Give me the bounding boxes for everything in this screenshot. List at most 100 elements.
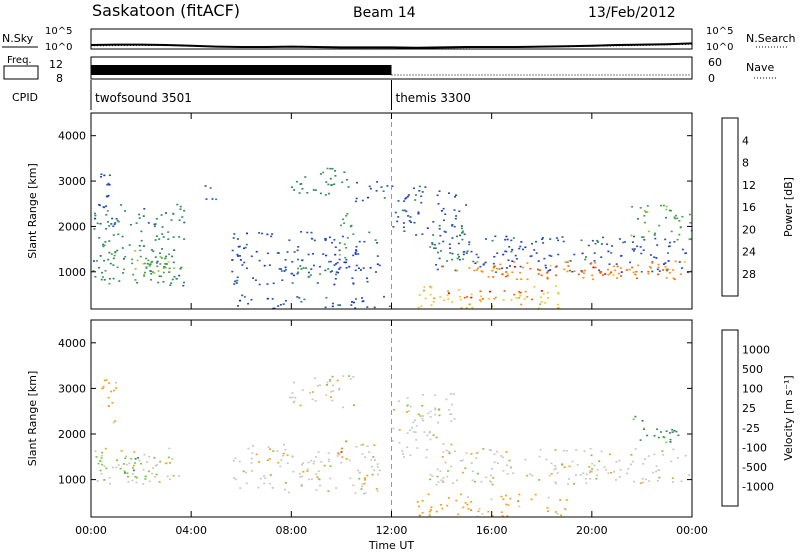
velocity-panel-cell	[439, 470, 442, 473]
power-panel-cell	[491, 239, 494, 242]
power-panel-cell	[636, 245, 639, 248]
velocity-panel-cell	[661, 450, 664, 452]
power-panel-cell	[266, 297, 269, 300]
power-panel-ytick-label-0: 1000	[58, 266, 86, 279]
velocity-panel-cell	[376, 466, 379, 468]
velocity-panel-cell	[172, 474, 175, 477]
power-panel-cell	[667, 245, 670, 248]
power-panel-cell	[494, 296, 497, 299]
power-panel-cell	[549, 269, 552, 271]
power-panel-cell	[378, 264, 381, 267]
velocity-panel-cell	[478, 508, 481, 510]
power-panel-cell	[437, 203, 440, 205]
time-tick-label-4: 16:00	[476, 524, 508, 537]
velocity-panel-cell	[665, 430, 668, 432]
power-panel-cell	[639, 246, 642, 248]
power-panel-cell	[653, 256, 656, 258]
power-panel-cell	[309, 274, 312, 276]
power-panel-cell	[110, 223, 113, 225]
velocity-panel-cell	[326, 384, 328, 386]
power-panel-cell	[261, 232, 264, 235]
velocity-panel-cell	[632, 418, 635, 420]
power-panel-cell	[547, 297, 549, 299]
power-panel-cell	[406, 195, 409, 198]
power-panel-cell	[258, 283, 261, 286]
velocity-panel-cell	[317, 451, 320, 453]
velocity-panel-cell	[337, 452, 340, 455]
power-panel-cell	[354, 200, 357, 203]
power-panel-cell	[414, 194, 417, 196]
power-panel-cell	[666, 268, 669, 271]
velocity-panel-cell	[476, 472, 479, 475]
power-panel-cell	[124, 256, 127, 258]
velocity-panel-cell	[660, 431, 662, 433]
power-panel-cell	[355, 245, 358, 248]
power-panel-cell	[271, 298, 274, 300]
power-panel-cell	[510, 250, 513, 253]
velocity-panel-cell	[464, 502, 467, 504]
velocity-panel-cell	[446, 475, 449, 478]
power-panel-cell	[426, 227, 429, 229]
velocity-panel-cell	[466, 503, 469, 506]
power-panel-cell	[519, 295, 522, 297]
power-panel-cell	[554, 266, 557, 268]
power-panel-cell	[514, 266, 516, 268]
power-panel-cell	[376, 255, 379, 257]
velocity-panel-cell	[374, 459, 376, 461]
velocity-panel-cell	[512, 472, 515, 474]
power-panel-cell	[92, 270, 95, 272]
velocity-panel-cell	[155, 464, 158, 466]
power-panel-cell	[99, 222, 102, 225]
velocity-panel-cell	[238, 460, 241, 463]
velocity-panel-colorbar-label-5: -100	[742, 441, 767, 454]
power-panel-cell	[529, 267, 532, 270]
velocity-panel-cell	[441, 481, 444, 483]
power-panel-cell	[438, 228, 441, 230]
cpid-name-0: twofsound 3501	[95, 91, 192, 105]
power-panel-cell	[250, 298, 253, 301]
power-panel-cell	[388, 305, 391, 308]
velocity-panel-cell	[571, 460, 574, 463]
power-panel-cell	[540, 290, 543, 292]
power-panel-region-18	[630, 204, 693, 241]
power-panel-cell	[366, 306, 369, 308]
velocity-panel-cell	[354, 492, 357, 494]
power-panel-cell	[282, 303, 285, 305]
velocity-panel-cell	[489, 480, 492, 482]
velocity-panel-cell	[431, 475, 434, 477]
power-panel-cell	[665, 268, 668, 271]
power-panel-cell	[494, 235, 497, 238]
power-panel-cell	[614, 269, 617, 272]
power-panel-cell	[339, 304, 342, 306]
power-panel-cell	[679, 226, 682, 228]
power-panel-cell	[170, 219, 173, 221]
velocity-panel-cell	[409, 454, 412, 457]
velocity-panel-cell	[605, 468, 608, 471]
velocity-panel-cell	[434, 407, 437, 410]
velocity-panel-cell	[336, 455, 339, 457]
velocity-panel-cell	[643, 458, 646, 460]
velocity-panel-colorbar-label-7: -1000	[742, 480, 774, 493]
velocity-panel-cell	[585, 482, 588, 485]
velocity-panel-cell	[619, 469, 622, 471]
power-panel-cell	[546, 277, 549, 280]
power-panel-cell	[465, 252, 468, 254]
velocity-panel-colorbar-label-4: -25	[742, 422, 760, 435]
velocity-panel-cell	[669, 432, 671, 434]
power-panel-cell	[250, 255, 253, 258]
velocity-panel-cell	[475, 452, 478, 454]
velocity-panel-cell	[109, 483, 111, 485]
power-panel-cell	[502, 253, 505, 256]
velocity-panel-cell	[398, 429, 401, 431]
velocity-panel-cell	[429, 473, 432, 476]
power-panel-region-4	[204, 185, 218, 201]
power-panel-cell	[591, 239, 594, 242]
power-panel-cell	[547, 269, 550, 272]
time-tick-label-5: 20:00	[576, 524, 608, 537]
velocity-panel-cell	[307, 478, 310, 481]
power-panel-cell	[475, 269, 478, 271]
velocity-panel-cell	[428, 513, 431, 516]
power-panel-cell	[297, 271, 300, 274]
power-panel-cell	[460, 307, 463, 309]
power-panel-cell	[366, 277, 368, 280]
